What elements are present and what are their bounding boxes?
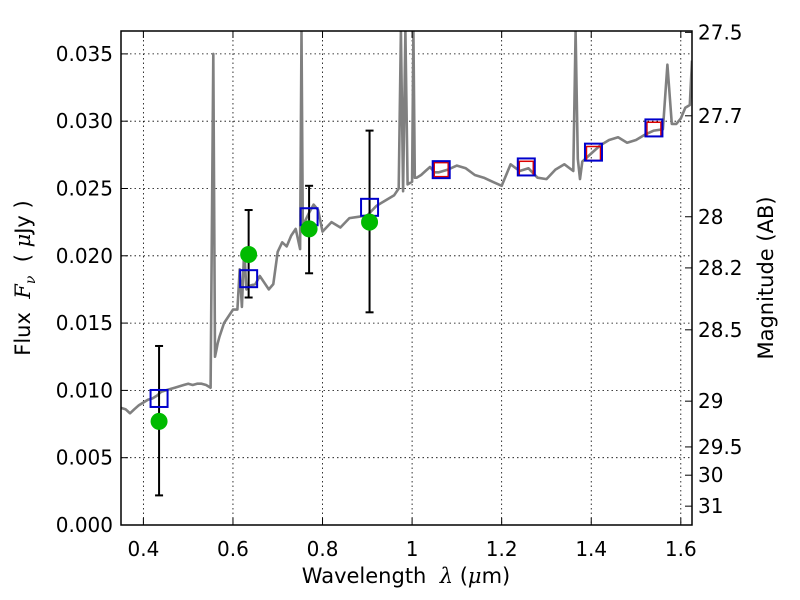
measured-flux-point — [300, 220, 318, 238]
x-tick-label: 0.8 — [307, 537, 339, 561]
model-flux-marker — [583, 142, 603, 162]
y2-tick-label: 27.5 — [698, 20, 743, 44]
model-flux-marker — [516, 157, 536, 177]
y2-axis-title: Magnitude (AB) — [754, 196, 778, 359]
measured-flux-point — [240, 245, 258, 263]
y-tick-label: 0.000 — [56, 513, 113, 537]
y2-tick-label: 30 — [698, 463, 723, 487]
y2-tick-label: 29 — [698, 389, 723, 413]
plot-frame — [120, 30, 693, 526]
y-axis-title: Flux Fν ( μJy ) — [11, 200, 39, 355]
y-tick-label: 0.015 — [56, 311, 113, 335]
y-tick-label: 0.005 — [56, 446, 113, 470]
axes — [120, 30, 693, 526]
y2-tick-label: 28 — [698, 205, 723, 229]
x-tick-label: 1.4 — [575, 537, 607, 561]
spectrum-line — [121, 31, 692, 415]
x-tick-label: 1 — [406, 537, 419, 561]
x-tick-label: 0.6 — [217, 537, 249, 561]
y2-tick-label: 28.2 — [698, 256, 743, 280]
model-flux-marker — [644, 118, 664, 138]
x-tick-label: 0.4 — [127, 537, 159, 561]
x-axis-title: Wavelength λ (μm) — [302, 564, 510, 588]
observed-flux-marker — [433, 161, 449, 178]
y-tick-label: 0.010 — [56, 378, 113, 402]
y-tick-label: 0.035 — [56, 42, 113, 66]
measured-flux-point — [361, 213, 379, 231]
x-tick-label: 1.2 — [486, 537, 518, 561]
model-flux-marker — [431, 160, 451, 180]
y2-tick-label: 31 — [698, 494, 723, 518]
data-layer — [121, 31, 692, 497]
tick-labels: 0.4 0.6 0.8 1 1.2 1.4 1.6 0.000 0.005 0.010 0.015 0… — [56, 20, 743, 561]
y-tick-label: 0.030 — [56, 109, 113, 133]
model-flux-marker — [149, 388, 169, 408]
y2-tick-label: 27.7 — [698, 104, 743, 128]
measured-flux-point — [150, 412, 168, 430]
x-tick-label: 1.6 — [665, 537, 697, 561]
model-flux-marker — [239, 269, 259, 289]
y2-tick-label: 29.5 — [698, 435, 743, 459]
y2-tick-label: 28.5 — [698, 318, 743, 342]
y-tick-label: 0.025 — [56, 176, 113, 200]
y-tick-label: 0.020 — [56, 244, 113, 268]
